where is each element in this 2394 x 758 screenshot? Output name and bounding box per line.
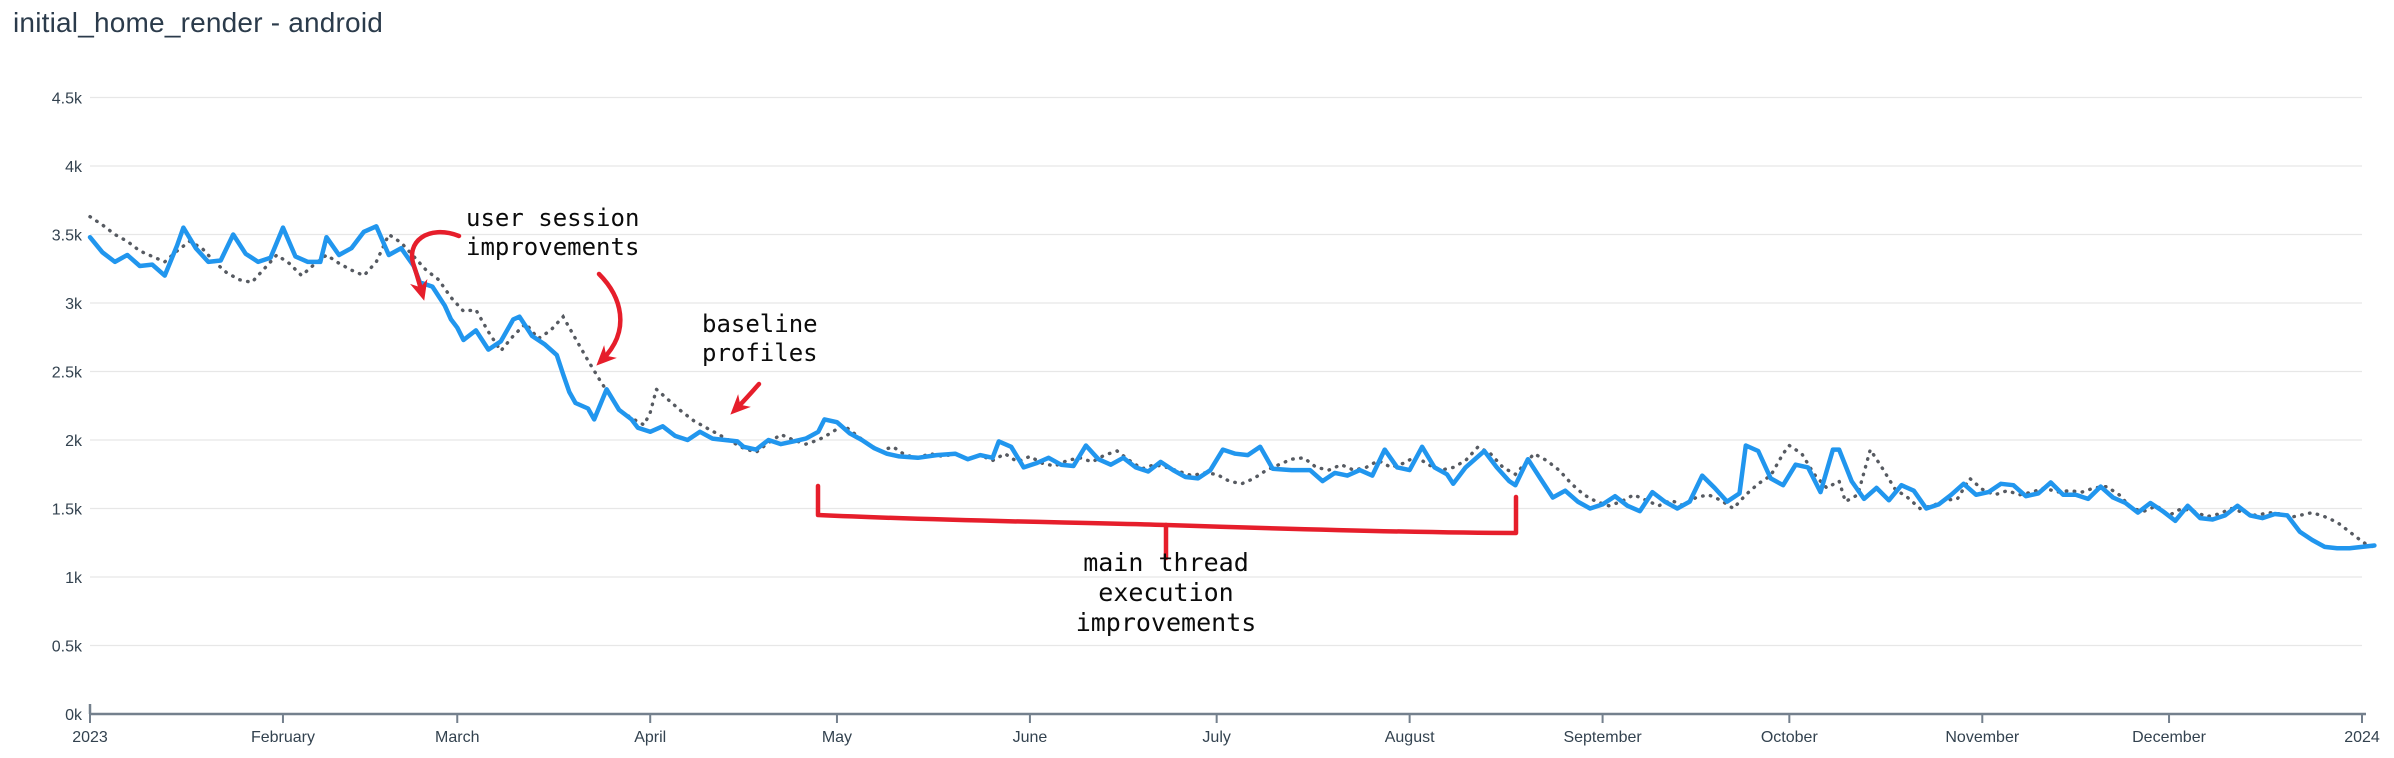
y-tick-label: 2k: [65, 433, 83, 450]
y-tick-label: 1.5k: [52, 502, 83, 519]
x-tick-label: July: [1202, 729, 1230, 746]
dotted-comparison-line: [88, 215, 2377, 549]
x-tick-label: May: [822, 729, 852, 746]
x-tick-label: October: [1761, 729, 1819, 746]
x-tick-label: April: [634, 729, 666, 746]
series-lines: [87, 215, 2377, 551]
arrow-user-session-1: [409, 229, 462, 301]
annotation-drawings: [409, 229, 1519, 561]
y-tick-label: 2.5k: [52, 365, 83, 382]
y-tick-label: 3.5k: [52, 228, 83, 245]
x-tick-label: June: [1013, 729, 1048, 746]
y-tick-label: 4k: [65, 159, 83, 176]
arrow-user-session-2: [596, 271, 623, 366]
x-tick-label: December: [2132, 729, 2206, 746]
x-tick-label: March: [435, 729, 479, 746]
x-tick-label: September: [1563, 729, 1642, 746]
x-tick-label: August: [1385, 729, 1435, 746]
annotation-main-thread-execution-improvements: main thread execution improvements: [1075, 548, 1257, 637]
x-tick-label: November: [1945, 729, 2019, 746]
axes: 0k 0.5k 1k 1.5k 2k 2.5k 3k 3.5k 4k 4.5k 2023 Februa…: [52, 91, 2380, 747]
x-tick-label: February: [251, 729, 315, 746]
y-tick-label: 4.5k: [52, 91, 83, 108]
arrow-baseline-profiles: [730, 381, 762, 415]
x-tick-label: 2023: [72, 729, 108, 746]
y-tick-label: 1k: [65, 570, 83, 587]
annotation-baseline-profiles: baseline profiles: [702, 310, 818, 367]
y-tick-label: 0k: [65, 707, 83, 724]
x-tick-label: 2024: [2344, 729, 2380, 746]
chart-title: initial_home_render - android: [13, 7, 384, 38]
gridlines: [90, 96, 2362, 647]
y-tick-label: 3k: [65, 296, 83, 313]
solid-current-line: [87, 224, 2377, 551]
annotation-user-session-improvements: user session improvements: [466, 204, 640, 261]
y-tick-label: 0.5k: [52, 639, 83, 656]
